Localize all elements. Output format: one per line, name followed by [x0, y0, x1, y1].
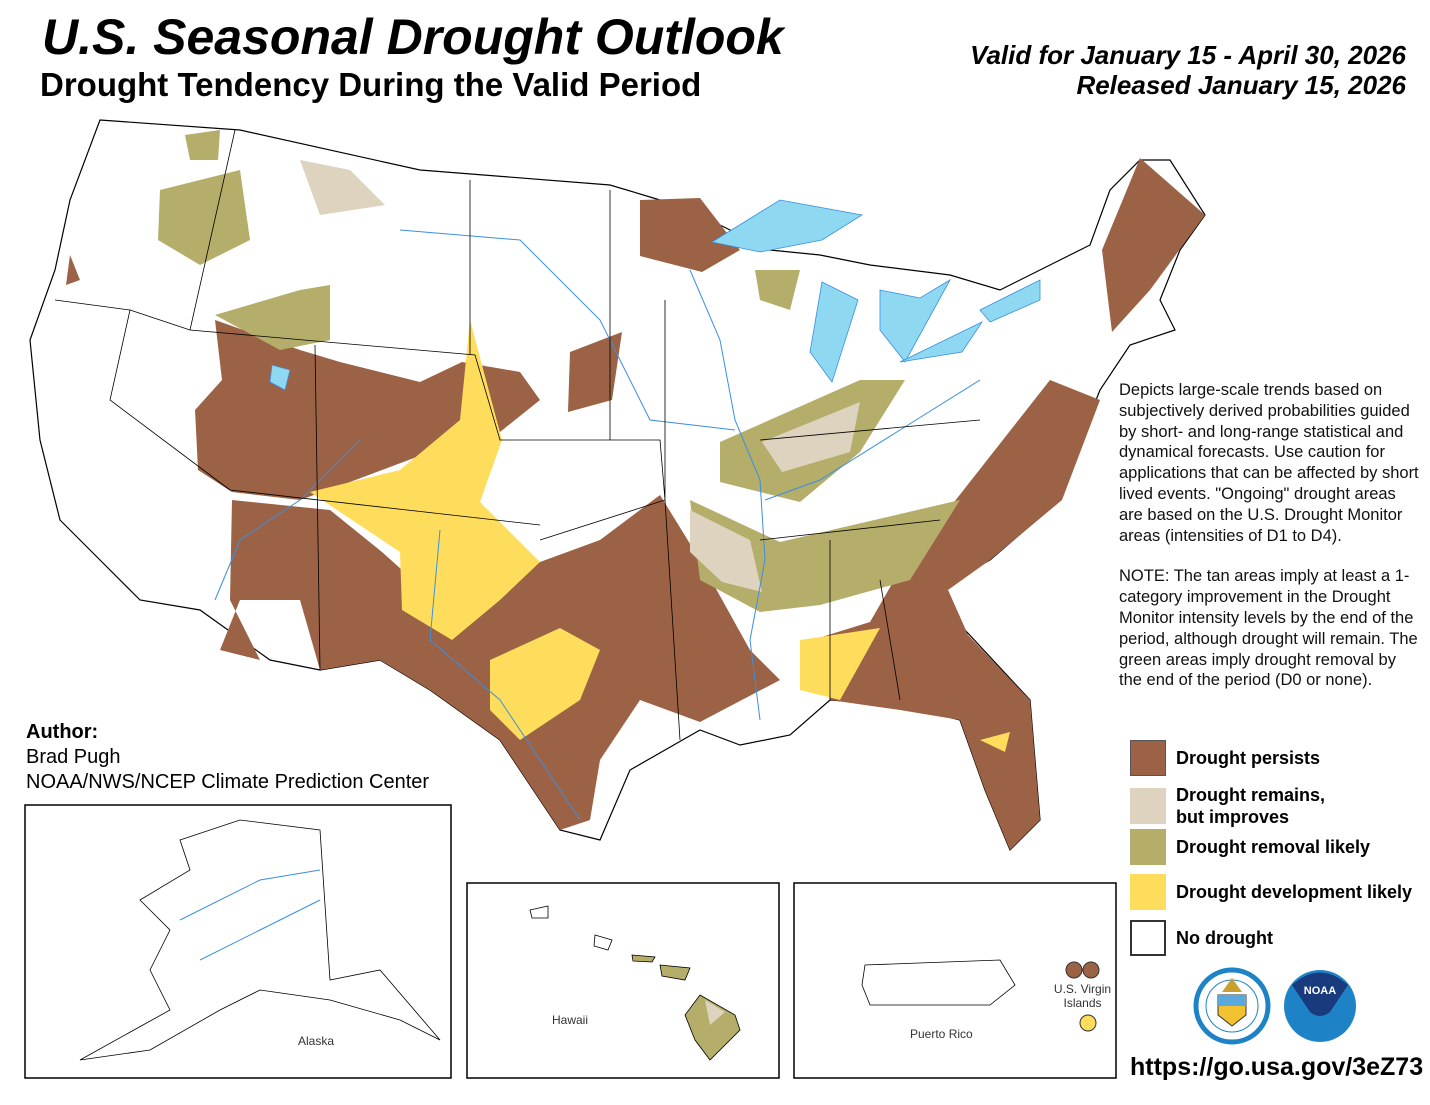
- gulf-development: [800, 628, 880, 700]
- big-island: [684, 994, 741, 1061]
- noaa-logo-text: NOAA: [1304, 985, 1336, 997]
- lake-erie: [899, 320, 984, 363]
- oregon-persist: [66, 255, 80, 285]
- legend-item-removal: Drought removal likely: [1130, 829, 1370, 865]
- rivers: [214, 229, 981, 821]
- rio-grande: [429, 529, 581, 821]
- legend-label: Drought remains, but improves: [1176, 785, 1326, 827]
- author-heading: Author:: [26, 721, 99, 743]
- texas-development: [490, 628, 600, 740]
- legend-swatch-persists: [1130, 740, 1166, 776]
- legend-item-persists: Drought persists: [1130, 740, 1320, 776]
- noaa-logo: NOAA: [1284, 970, 1356, 1042]
- st-thomas-persist: [1065, 961, 1083, 979]
- notes-description: Depicts large-scale trends based on subj…: [1119, 381, 1419, 545]
- lake-superior: [710, 199, 864, 253]
- puerto-rico-shape: [861, 959, 1016, 1006]
- notes-note: NOTE: The tan areas imply at least a 1-c…: [1119, 567, 1418, 690]
- outlook-url[interactable]: https://go.usa.gov/3eZ73: [1130, 1053, 1424, 1081]
- legend-item-development: Drought development likely: [1130, 874, 1412, 910]
- southern-rockies-development: [310, 320, 540, 640]
- legend-swatch-development: [1130, 874, 1166, 910]
- st-john-persist: [1082, 961, 1100, 979]
- plains-persist: [568, 332, 622, 412]
- great-salt-lake: [269, 364, 291, 391]
- st-croix-development: [1079, 1014, 1097, 1032]
- lake-huron: [879, 278, 952, 363]
- upper-midwest-persist: [640, 198, 740, 272]
- northeast-persist: [1102, 158, 1205, 332]
- lake-michigan: [809, 281, 859, 383]
- hawaii-islands: [529, 905, 741, 1061]
- alaska-shape: [79, 819, 441, 1061]
- legend-label: No drought: [1176, 928, 1273, 948]
- alaska-label: Alaska: [298, 1034, 334, 1048]
- big-island-improve: [705, 1000, 725, 1025]
- ohio-river: [764, 379, 981, 501]
- legend-item-no-drought: No drought: [1130, 920, 1273, 956]
- florida-development: [980, 732, 1010, 752]
- author-org: NOAA/NWS/NCEP Climate Prediction Center: [26, 771, 430, 793]
- legend-item-improves: Drought remains, but improves: [1130, 784, 1346, 828]
- southeast-persist: [812, 380, 1100, 850]
- legend-swatch-removal: [1130, 829, 1166, 865]
- legend-label: Drought development likely: [1176, 882, 1413, 902]
- page-subtitle: Drought Tendency During the Valid Period: [40, 66, 702, 103]
- commerce-logo: [1193, 967, 1271, 1045]
- montana-removal: [185, 130, 220, 160]
- maui: [659, 964, 691, 981]
- legend-swatch-no-drought: [1130, 920, 1166, 956]
- virgin-islands-label: U.S. Virgin Islands: [1053, 982, 1112, 1010]
- author-name: Brad Pugh: [26, 746, 121, 768]
- state-border: [54, 129, 981, 741]
- michigan-removal: [755, 270, 800, 310]
- legend-swatch-improves: [1130, 788, 1166, 824]
- oahu: [593, 934, 613, 951]
- page-title: U.S. Seasonal Drought Outlook: [42, 9, 784, 65]
- hawaii-label: Hawaii: [552, 1013, 588, 1027]
- kauai: [529, 905, 549, 919]
- lake-ontario: [979, 279, 1041, 323]
- valid-dates: Valid for January 15 - April 30, 2026 Re…: [970, 40, 1406, 100]
- virgin-islands-label-wrap: U.S. Virgin Islands: [1053, 982, 1112, 1010]
- missouri-river: [399, 229, 736, 431]
- arkansas-improve: [690, 510, 762, 592]
- alaska-rivers: [179, 869, 321, 961]
- puerto-rico-label: Puerto Rico: [910, 1027, 973, 1041]
- state-borders: [54, 129, 981, 741]
- legend-label: Drought removal likely: [1176, 837, 1371, 857]
- hawaii-inset: [466, 882, 780, 1079]
- great-lakes: [269, 199, 1041, 391]
- illinois-improve: [762, 402, 860, 472]
- mississippi-river: [689, 269, 766, 721]
- legend-label: Drought persists: [1176, 748, 1321, 768]
- valid-period: Valid for January 15 - April 30, 2026: [970, 40, 1406, 70]
- montana-improve: [300, 160, 385, 215]
- wyoming-removal: [215, 285, 330, 350]
- west-persist: [195, 320, 540, 500]
- map-notes: Depicts large-scale trends based on subj…: [1119, 380, 1419, 711]
- idaho-removal: [158, 170, 250, 265]
- molokai: [631, 954, 656, 963]
- colorado-river: [214, 439, 361, 601]
- release-date: Released January 15, 2026: [1076, 70, 1406, 100]
- drought-development-areas: [310, 320, 1010, 752]
- author-block: Author: Brad Pugh NOAA/NWS/NCEP Climate …: [26, 720, 429, 795]
- drought-improves-areas: [300, 160, 860, 592]
